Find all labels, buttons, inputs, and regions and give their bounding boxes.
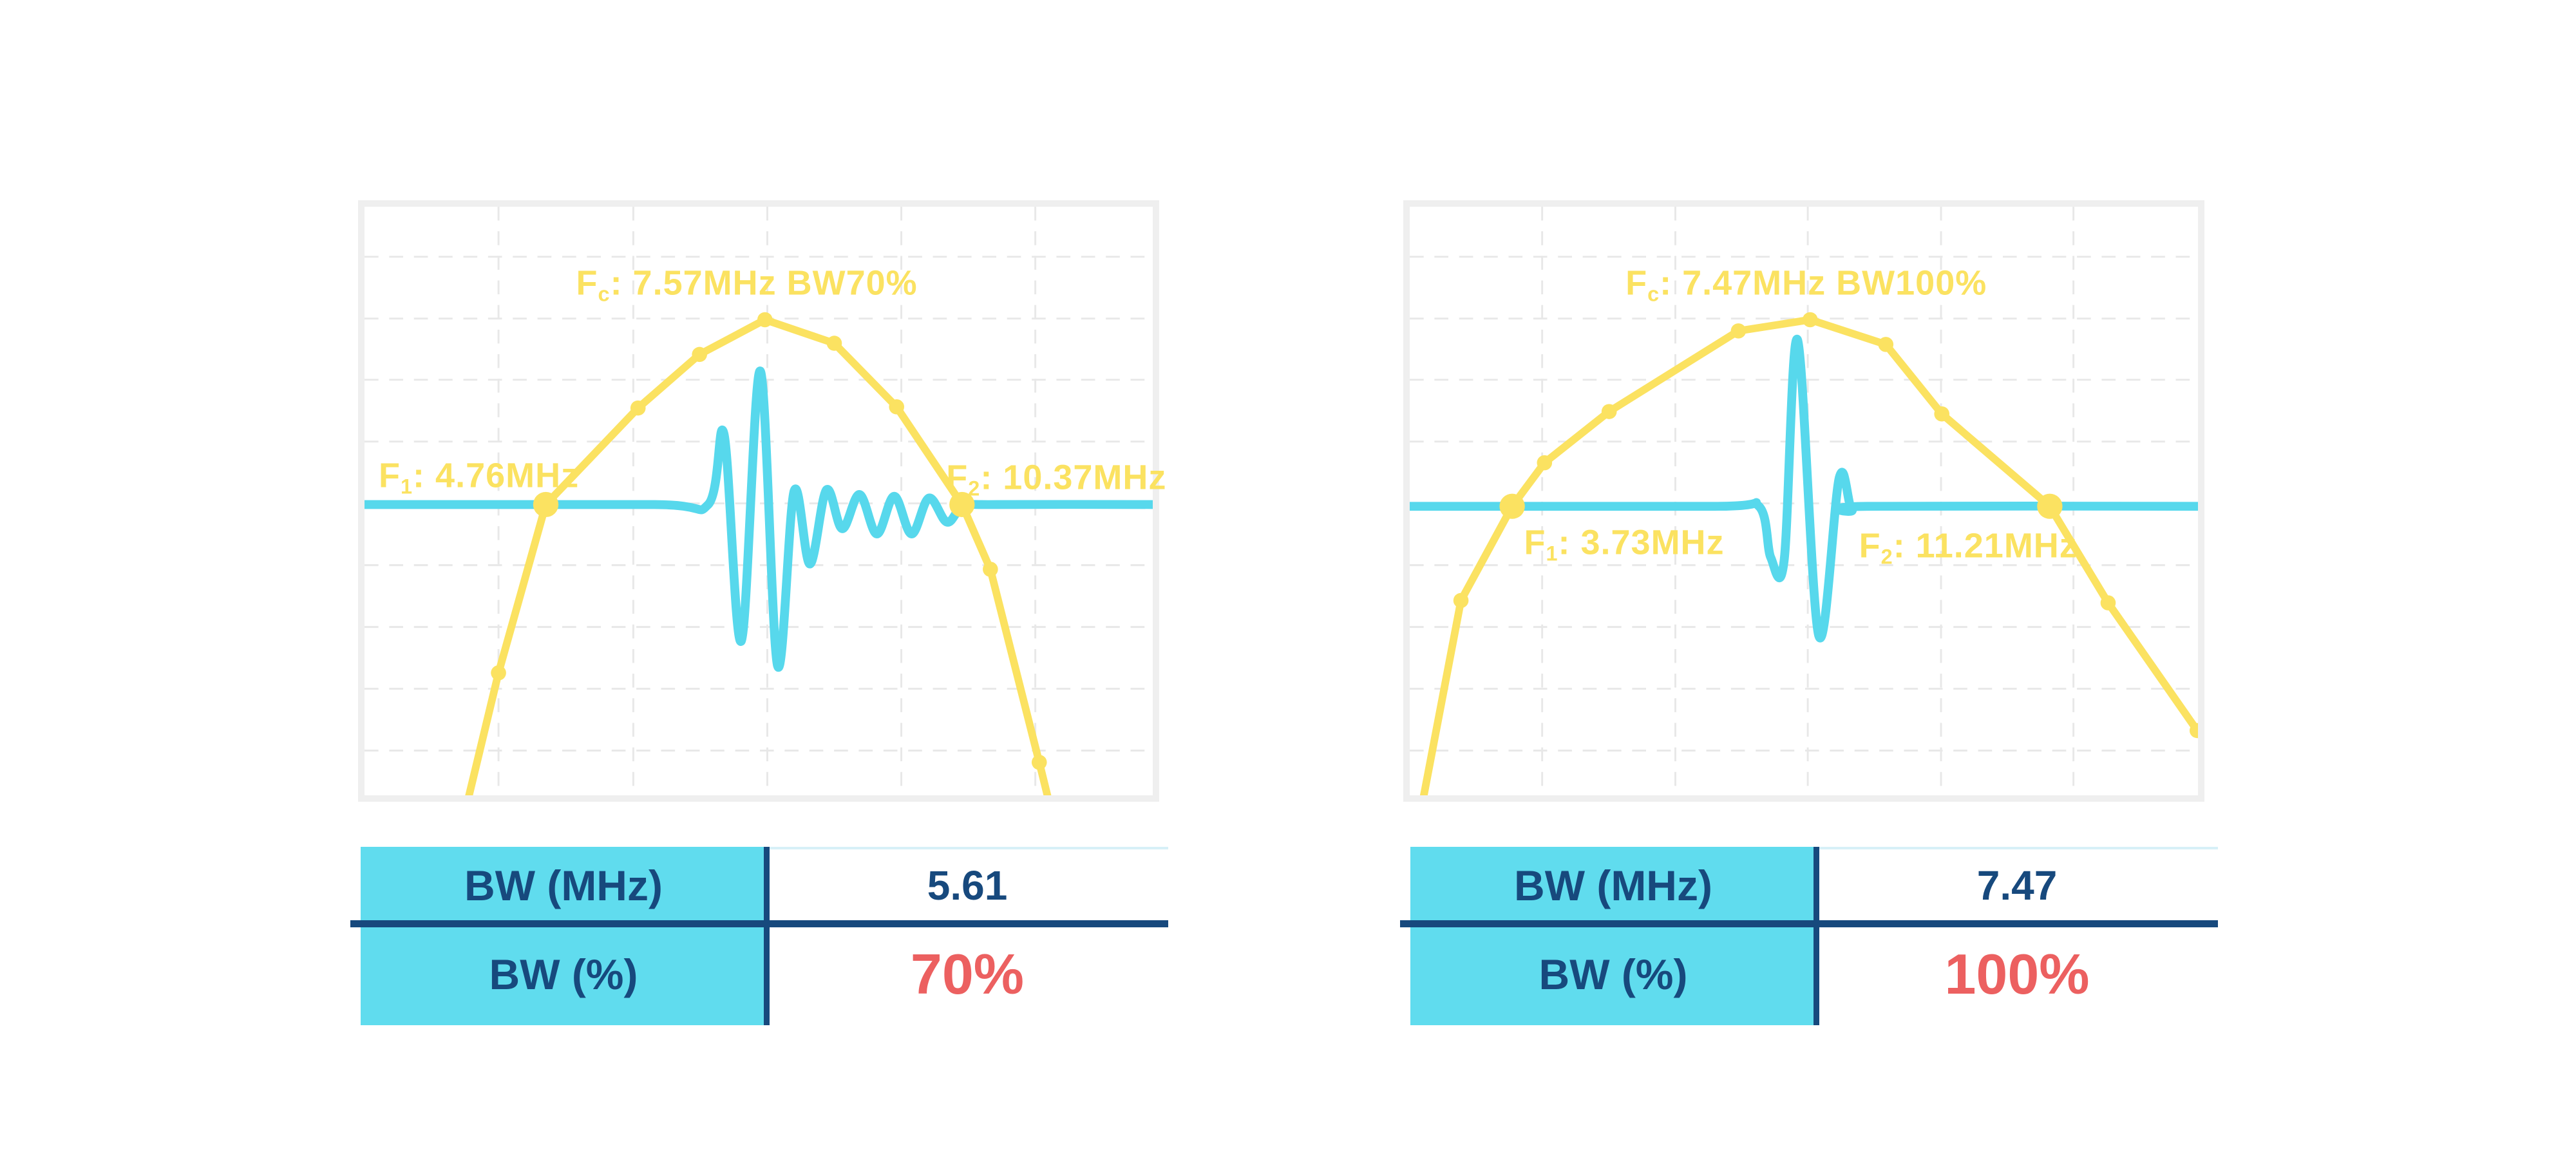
value-column-top-border [766, 847, 1168, 849]
f2-subscript: 2 [1880, 545, 1893, 569]
f1-prefix: F [379, 456, 401, 495]
table-column-divider [1814, 847, 1819, 1025]
f2-frequency-label: F2: 10.37MHz [946, 457, 1166, 500]
center-frequency-label: Fc: 7.57MHz BW70% [576, 263, 918, 306]
spectrum-pulse-chart-right [1410, 207, 2198, 795]
bandwidth-table-bw70: BW (MHz) 5.61 BW (%) 70% [350, 847, 1168, 1025]
f1-subscript: 1 [401, 475, 413, 499]
f1-text: : 4.76MHz [413, 456, 580, 495]
f2-prefix: F [1859, 526, 1881, 565]
f2-frequency-label: F2: 11.21MHz [1859, 526, 2078, 569]
bw-mhz-value-cell: 7.47 [1976, 862, 2058, 909]
bandwidth-table-bw100: BW (MHz) 7.47 BW (%) 100% [1400, 847, 2218, 1025]
bw-mhz-value-cell: 5.61 [927, 862, 1008, 909]
fc-text: : 7.47MHz BW100% [1660, 263, 1987, 302]
spectrum-pulse-chart-left [365, 207, 1153, 795]
bw-mhz-label-cell: BW (MHz) [1410, 847, 1816, 923]
fc-prefix: F [576, 263, 598, 302]
f2-subscript: 2 [968, 477, 981, 500]
f2-text: : 11.21MHz [1893, 526, 2078, 565]
bw-percent-label-cell: BW (%) [1410, 923, 1816, 1025]
center-frequency-label: Fc: 7.47MHz BW100% [1625, 263, 1987, 306]
table-row-divider [1400, 920, 2218, 927]
f2-text: : 10.37MHz [980, 458, 1167, 497]
table-row: BW (MHz) 7.47 [1410, 847, 2218, 923]
chart-panel-bw100: Fc: 7.47MHz BW100% F1: 3.73MHz F2: 11.21… [1403, 200, 2204, 802]
table-row: BW (%) 70% [361, 923, 1168, 1025]
fc-subscript: c [598, 282, 611, 306]
table-row: BW (%) 100% [1410, 923, 2218, 1025]
f1-frequency-label: F1: 4.76MHz [379, 456, 579, 499]
bw-percent-value-cell: 70% [910, 942, 1025, 1006]
fc-subscript: c [1647, 282, 1660, 306]
fc-prefix: F [1625, 263, 1648, 302]
bw-mhz-label-cell: BW (MHz) [361, 847, 766, 923]
table-row: BW (MHz) 5.61 [361, 847, 1168, 923]
bw-percent-label-cell: BW (%) [361, 923, 766, 1025]
table-row-divider [350, 920, 1168, 927]
table-column-divider [764, 847, 770, 1025]
f1-text: : 3.73MHz [1558, 523, 1725, 562]
bw-percent-value-cell: 100% [1944, 942, 2090, 1006]
fc-text: : 7.57MHz BW70% [610, 263, 918, 302]
value-column-top-border [1816, 847, 2218, 849]
f1-subscript: 1 [1546, 542, 1558, 565]
f1-frequency-label: F1: 3.73MHz [1524, 522, 1724, 565]
chart-panel-bw70: Fc: 7.57MHz BW70% F1: 4.76MHz F2: 10.37M… [358, 200, 1166, 802]
f1-prefix: F [1524, 523, 1546, 562]
f2-prefix: F [946, 458, 969, 497]
